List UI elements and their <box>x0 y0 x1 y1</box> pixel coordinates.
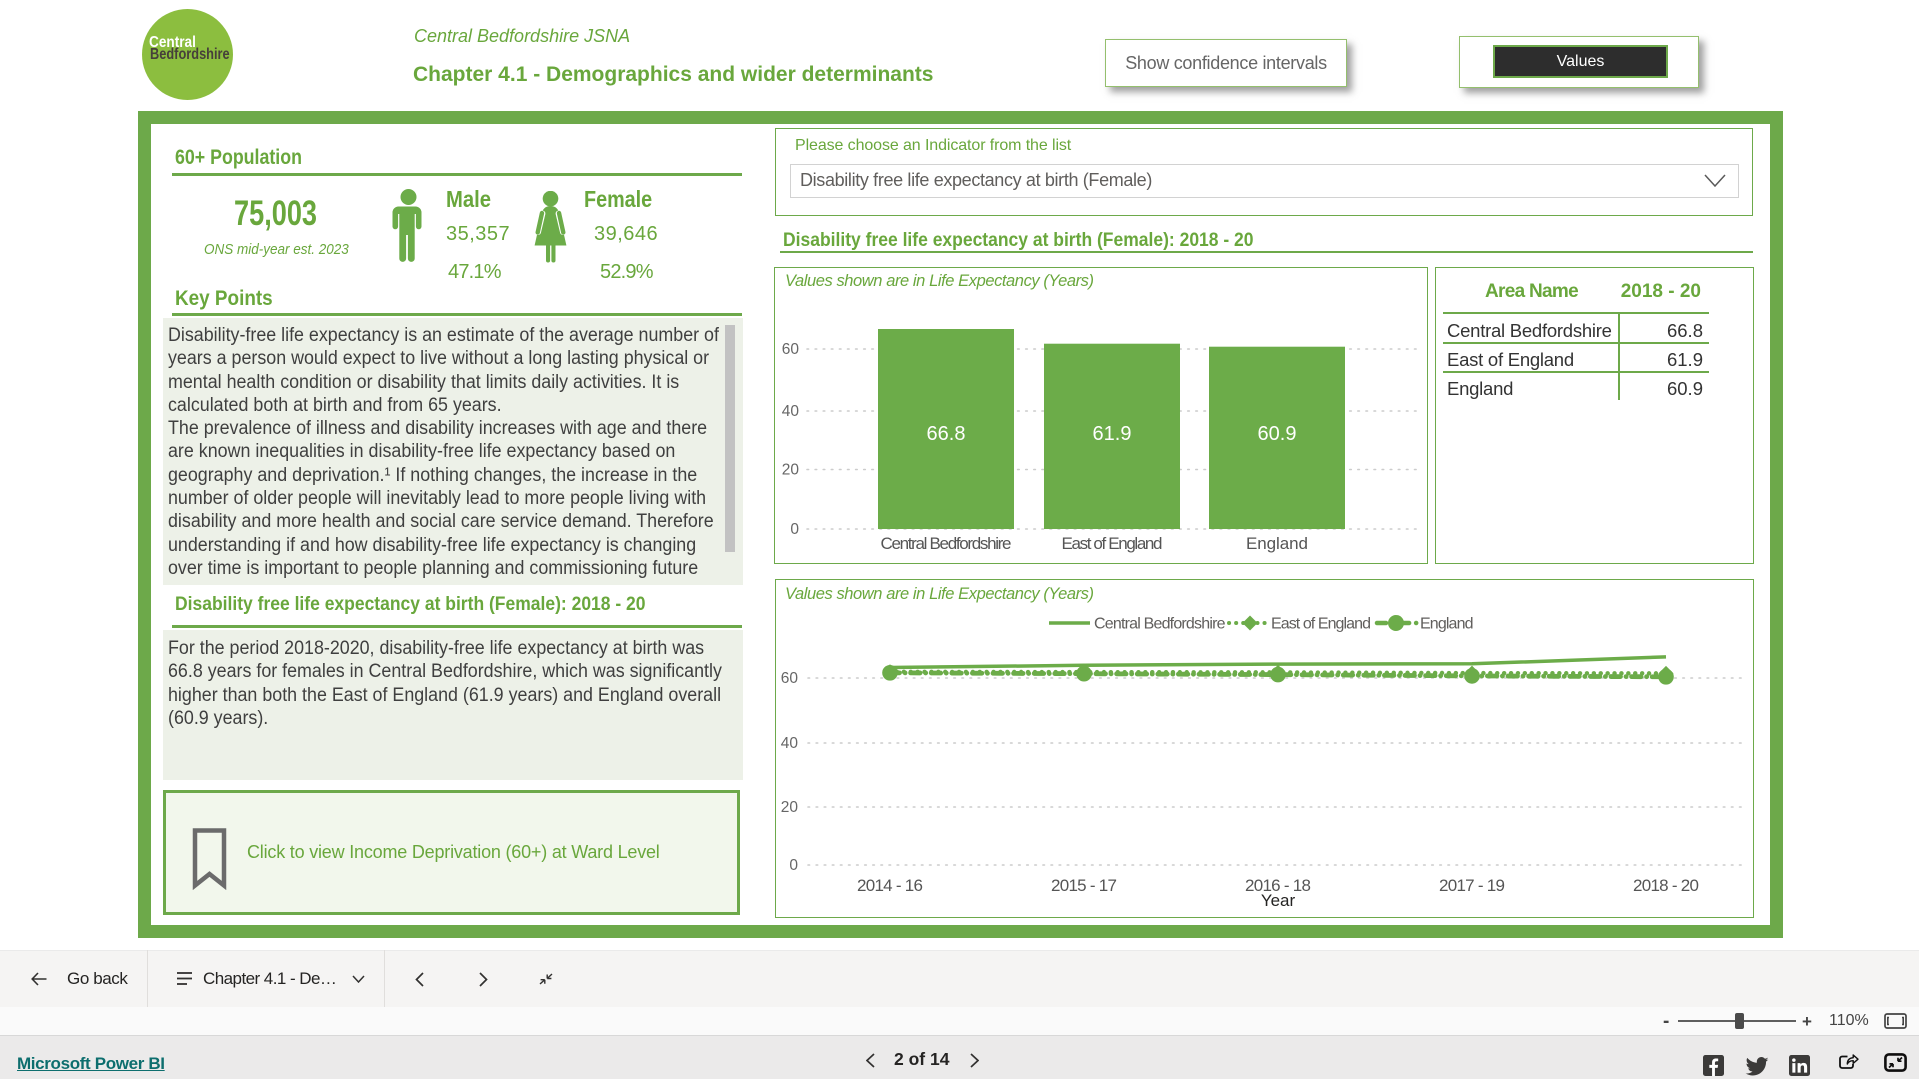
svg-text:East of England: East of England <box>1271 616 1371 633</box>
svg-text:40: 40 <box>781 735 799 752</box>
svg-text:2018 - 20: 2018 - 20 <box>1633 876 1699 895</box>
svg-text:60.9: 60.9 <box>1258 423 1297 445</box>
svg-text:2015 - 17: 2015 - 17 <box>1051 876 1117 895</box>
svg-text:2016 - 18: 2016 - 18 <box>1245 876 1311 895</box>
svg-text:60: 60 <box>782 341 800 358</box>
svg-text:66.8: 66.8 <box>927 423 966 445</box>
svg-text:20: 20 <box>782 462 800 479</box>
svg-text:Values shown are in Life Expec: Values shown are in Life Expectancy (Yea… <box>785 585 1094 603</box>
svg-text:Central Bedfordshire: Central Bedfordshire <box>1094 616 1226 633</box>
svg-text:England: England <box>1420 616 1474 633</box>
svg-text:Central Bedfordshire: Central Bedfordshire <box>881 534 1012 553</box>
svg-text:2014 - 16: 2014 - 16 <box>857 876 923 895</box>
svg-text:0: 0 <box>789 857 798 874</box>
svg-text:Values shown are in Life Expec: Values shown are in Life Expectancy (Yea… <box>785 272 1094 290</box>
svg-text:East of England: East of England <box>1062 534 1163 553</box>
svg-text:20: 20 <box>781 799 799 816</box>
svg-text:Year: Year <box>1261 891 1296 910</box>
svg-text:England: England <box>1246 534 1308 553</box>
svg-text:61.9: 61.9 <box>1093 423 1132 445</box>
svg-text:0: 0 <box>790 521 799 538</box>
svg-text:2017 - 19: 2017 - 19 <box>1439 876 1505 895</box>
svg-text:40: 40 <box>782 403 800 420</box>
svg-text:60: 60 <box>781 670 799 687</box>
